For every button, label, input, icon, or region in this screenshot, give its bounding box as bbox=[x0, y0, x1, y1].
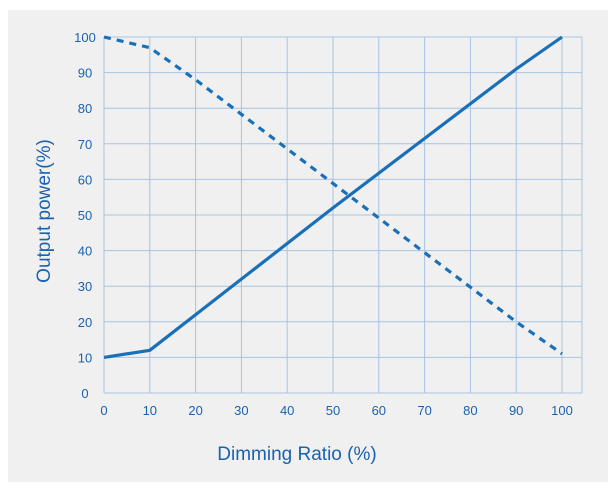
x-tick-label: 30 bbox=[234, 403, 248, 418]
x-tick-label: 100 bbox=[551, 403, 573, 418]
x-tick-label: 10 bbox=[143, 403, 157, 418]
y-axis-title: Output power(%) bbox=[34, 139, 55, 283]
x-tick-label: 90 bbox=[509, 403, 523, 418]
tick-labels: 0 10 20 30 40 50 60 70 80 90 100 0 10 20 30 40 50 60 70 80 9… bbox=[74, 30, 573, 418]
y-tick-label: 60 bbox=[78, 172, 92, 187]
y-tick-label: 0 bbox=[81, 386, 88, 401]
x-tick-label: 0 bbox=[100, 403, 107, 418]
dashed-series-line bbox=[103, 35, 563, 356]
line-chart: 0 10 20 30 40 50 60 70 80 90 100 0 10 20 30 40 50 60 70 80 9… bbox=[34, 30, 583, 465]
series-layer bbox=[103, 35, 563, 359]
y-tick-label: 80 bbox=[78, 101, 92, 116]
y-tick-label: 30 bbox=[78, 279, 92, 294]
y-tick-label: 10 bbox=[78, 350, 92, 365]
chart-panel: 0 10 20 30 40 50 60 70 80 90 100 0 10 20 30 40 50 60 70 80 9… bbox=[8, 10, 608, 482]
y-tick-label: 20 bbox=[78, 315, 92, 330]
x-tick-label: 50 bbox=[326, 403, 340, 418]
grid bbox=[103, 36, 583, 394]
y-tick-label: 90 bbox=[78, 66, 92, 81]
y-tick-label: 70 bbox=[78, 137, 92, 152]
y-tick-label: 40 bbox=[78, 244, 92, 259]
y-tick-label: 50 bbox=[78, 208, 92, 223]
x-tick-label: 80 bbox=[463, 403, 477, 418]
x-tick-label: 40 bbox=[280, 403, 294, 418]
x-tick-label: 60 bbox=[372, 403, 386, 418]
x-tick-label: 70 bbox=[417, 403, 431, 418]
solid-series-line bbox=[103, 35, 563, 359]
y-tick-label: 100 bbox=[74, 30, 96, 45]
x-tick-label: 20 bbox=[188, 403, 202, 418]
x-axis-title: Dimming Ratio (%) bbox=[217, 444, 376, 465]
